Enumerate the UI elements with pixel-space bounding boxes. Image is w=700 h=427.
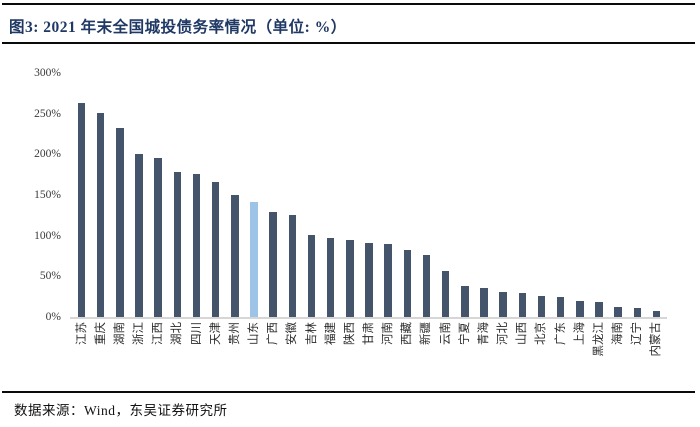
x-tick-label-江西: 江西	[152, 322, 165, 345]
bar-海南	[614, 307, 622, 317]
x-tick-label-河南: 河南	[382, 322, 395, 345]
x-tick-label-江苏: 江苏	[75, 322, 88, 345]
bar-辽宁	[633, 308, 641, 317]
bar-江苏	[77, 103, 86, 317]
footer-divider	[2, 391, 695, 393]
y-tick-label: 0%	[45, 311, 61, 323]
bar-重庆	[96, 112, 105, 317]
bar-黑龙江	[595, 301, 603, 317]
x-tick-label-内蒙古: 内蒙古	[650, 322, 663, 357]
y-tick-label: 150%	[34, 189, 61, 201]
bar-云南	[441, 270, 450, 317]
bar-青海	[480, 287, 488, 317]
bar-甘肃	[365, 242, 373, 317]
bar-山西	[518, 293, 527, 317]
bar-宁夏	[461, 286, 469, 317]
bar-西藏	[403, 250, 412, 317]
top-divider	[2, 3, 695, 5]
bar-内蒙古	[652, 311, 661, 317]
bar-福建	[326, 238, 335, 317]
y-tick-label: 300%	[34, 67, 61, 79]
bar-贵州	[231, 195, 239, 317]
y-tick-label: 200%	[34, 148, 61, 161]
bar-吉林	[307, 234, 316, 317]
bar-安徽	[288, 215, 297, 317]
bar-广东	[556, 296, 565, 317]
x-tick-label-山西: 山西	[516, 322, 529, 345]
x-tick-label-云南: 云南	[439, 322, 452, 345]
x-tick-label-海南: 海南	[612, 322, 625, 345]
x-tick-label-湖南: 湖南	[113, 322, 126, 345]
bar-江西	[154, 158, 162, 317]
x-tick-label-青海: 青海	[477, 322, 490, 345]
x-tick-label-湖北: 湖北	[171, 322, 184, 345]
x-tick-label-贵州: 贵州	[228, 322, 241, 345]
data-source: 数据来源：Wind，东吴证券研究所	[14, 403, 228, 418]
bar-广西	[269, 212, 277, 317]
bar-湖北	[173, 172, 182, 317]
title-divider	[2, 41, 695, 44]
bar-陕西	[346, 239, 354, 317]
x-tick-label-陕西: 陕西	[343, 322, 356, 345]
figure-title: 图3: 2021 年末全国城投债务率情况（单位: %）	[9, 19, 347, 36]
debt-ratio-bar-chart: 0% 50% 100% 150% 200% 250% 300% 江苏 重庆 湖南 浙江 江西 湖北 四川天…	[0, 60, 700, 391]
x-tick-label-广西: 广西	[267, 322, 280, 345]
x-axis-line	[70, 317, 667, 319]
x-tick-label-四川: 四川	[190, 322, 203, 345]
x-tick-label-广东: 广东	[554, 322, 567, 345]
x-tick-label-天津: 天津	[209, 322, 222, 345]
x-tick-label-安徽: 安徽	[286, 322, 299, 345]
x-tick-label-西藏: 西藏	[401, 322, 414, 345]
bar-新疆	[422, 255, 431, 317]
bar-河南	[384, 243, 392, 317]
bar-河北	[499, 291, 507, 317]
y-tick-label: 250%	[34, 107, 61, 120]
x-tick-label-新疆: 新疆	[420, 322, 433, 345]
x-tick-label-甘肃: 甘肃	[363, 322, 375, 345]
y-tick-label: 100%	[34, 229, 61, 242]
x-tick-label-辽宁: 辽宁	[631, 322, 644, 345]
x-tick-label-山东: 山东	[248, 322, 261, 345]
x-tick-label-重庆: 重庆	[94, 322, 107, 345]
x-tick-label-上海: 上海	[573, 322, 586, 345]
bar-天津	[211, 181, 220, 317]
x-tick-label-黑龙江: 黑龙江	[592, 322, 605, 357]
x-tick-label-宁夏: 宁夏	[458, 322, 471, 345]
bar-北京	[537, 295, 546, 317]
bar-浙江	[135, 153, 143, 317]
x-tick-label-浙江: 浙江	[133, 322, 146, 345]
bar-湖南	[116, 128, 124, 317]
bar-山东	[250, 202, 258, 317]
x-tick-label-福建: 福建	[324, 322, 337, 345]
bar-上海	[576, 300, 584, 317]
x-tick-label-北京: 北京	[535, 322, 548, 345]
bar-四川	[192, 173, 201, 317]
x-tick-label-河北: 河北	[497, 322, 510, 345]
y-tick-label: 50%	[39, 270, 61, 283]
x-tick-label-吉林: 吉林	[305, 322, 318, 345]
